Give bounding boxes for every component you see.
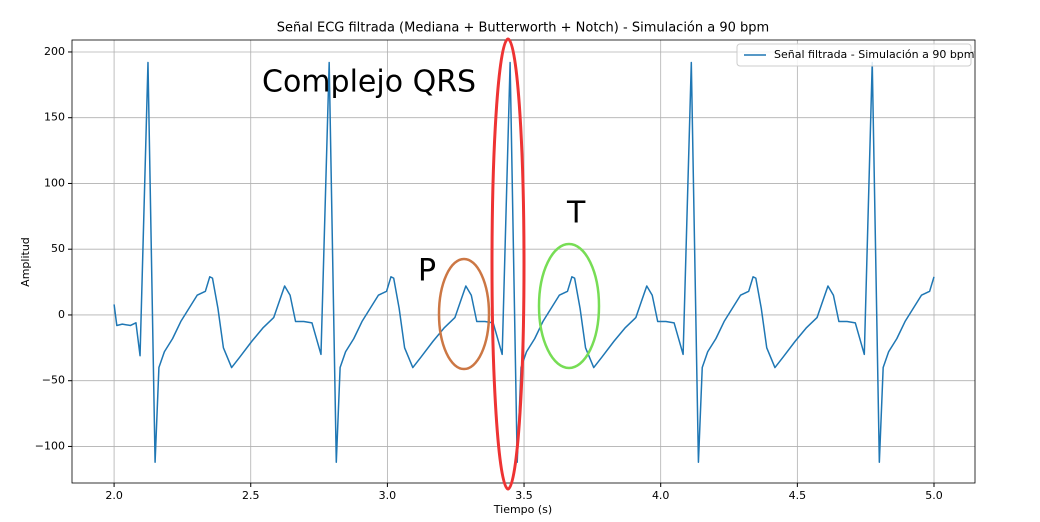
x-axis-label: Tiempo (s) [493,503,552,516]
y-tick-label: 150 [44,111,65,124]
y-tick-label: 0 [58,308,65,321]
x-tick-label: 3.5 [515,489,533,502]
y-tick-label: −100 [35,439,65,452]
x-tick-label: 5.0 [925,489,943,502]
y-tick-label: 50 [51,242,65,255]
legend-label: Señal filtrada - Simulación a 90 bpm [774,48,975,61]
annotation: Complejo QRS [262,65,476,100]
chart-title: Señal ECG filtrada (Mediana + Butterwort… [277,21,769,36]
x-tick-label: 4.0 [652,489,670,502]
x-tick-label: 4.5 [789,489,807,502]
legend-box [736,43,972,67]
p-ellipse [437,257,491,371]
y-tick-label: 200 [44,45,65,58]
annotation: T [566,196,586,231]
y-tick-label: −50 [42,374,65,387]
x-tick-label: 3.0 [379,489,397,502]
t-ellipse [537,242,601,370]
legend: Señal filtrada - Simulación a 90 bpm [736,43,975,67]
y-axis-label: Amplitud [19,237,32,287]
axes-frame [71,39,976,484]
qrs-ellipse [490,37,526,491]
y-tick-label: 100 [44,176,65,189]
annotation: P [418,254,436,289]
x-tick-label: 2.5 [242,489,260,502]
x-tick-label: 2.0 [105,489,123,502]
